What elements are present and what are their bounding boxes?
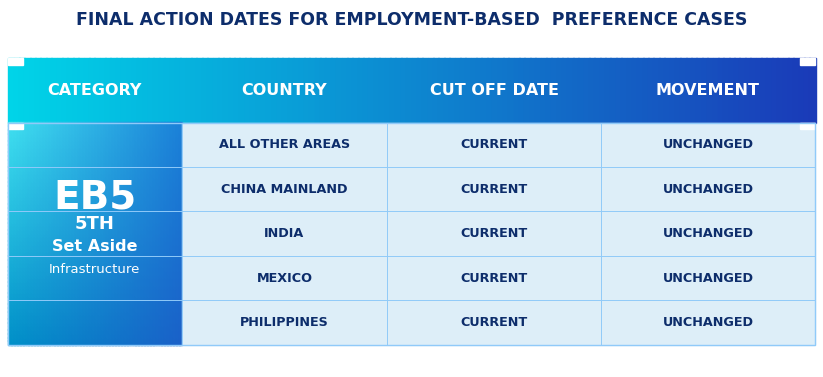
Text: CURRENT: CURRENT (461, 227, 528, 240)
Text: COUNTRY: COUNTRY (242, 83, 328, 98)
Text: CURRENT: CURRENT (461, 316, 528, 329)
Text: CURRENT: CURRENT (461, 183, 528, 196)
Text: Set Aside: Set Aside (52, 239, 137, 254)
Text: FINAL ACTION DATES FOR EMPLOYMENT-BASED  PREFERENCE CASES: FINAL ACTION DATES FOR EMPLOYMENT-BASED … (76, 11, 747, 29)
Text: CURRENT: CURRENT (461, 272, 528, 285)
Text: UNCHANGED: UNCHANGED (663, 316, 753, 329)
Text: ALL OTHER AREAS: ALL OTHER AREAS (219, 138, 350, 151)
Text: INDIA: INDIA (264, 227, 305, 240)
Text: UNCHANGED: UNCHANGED (663, 183, 753, 196)
Text: UNCHANGED: UNCHANGED (663, 138, 753, 151)
Text: CHINA MAINLAND: CHINA MAINLAND (221, 183, 348, 196)
Text: Infrastructure: Infrastructure (49, 263, 141, 276)
Text: EB5: EB5 (53, 179, 137, 217)
Text: 5TH: 5TH (75, 215, 115, 233)
Text: UNCHANGED: UNCHANGED (663, 272, 753, 285)
Text: PHILIPPINES: PHILIPPINES (240, 316, 329, 329)
Text: MEXICO: MEXICO (257, 272, 313, 285)
Text: CURRENT: CURRENT (461, 138, 528, 151)
Text: CUT OFF DATE: CUT OFF DATE (430, 83, 559, 98)
Text: CATEGORY: CATEGORY (48, 83, 142, 98)
Text: UNCHANGED: UNCHANGED (663, 227, 753, 240)
Text: MOVEMENT: MOVEMENT (656, 83, 760, 98)
